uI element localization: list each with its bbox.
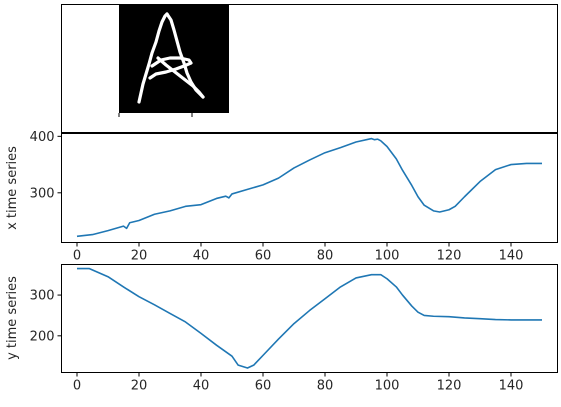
xtick-label: 100 [375, 249, 400, 264]
ytick-label: 300 [30, 289, 55, 304]
xtick-label: 80 [317, 249, 334, 264]
xtick-label: 100 [375, 379, 400, 394]
xtick-label: 120 [437, 379, 462, 394]
letter-stroke-left [137, 12, 169, 104]
x-series-line [76, 137, 542, 238]
xtick-label: 40 [193, 379, 210, 394]
letter-stroke-diagonal [156, 56, 205, 99]
x-panel-yticks: 300 400 [30, 130, 62, 201]
xtick-label: 60 [255, 379, 272, 394]
xtick-label: 80 [317, 379, 334, 394]
xtick-label: 140 [499, 379, 524, 394]
y-panel-ylabel: y time series [5, 276, 20, 360]
xtick-label: 20 [131, 379, 148, 394]
ytick-label: 200 [30, 329, 55, 344]
xtick-label: 120 [437, 249, 462, 264]
xtick-label: 20 [131, 249, 148, 264]
xtick-label: 0 [73, 379, 81, 394]
ytick-label: 300 [30, 186, 55, 201]
xtick-label: 0 [73, 249, 81, 264]
xtick-label: 140 [499, 249, 524, 264]
x-panel-xticks: 0 20 40 60 80 100 120 140 [73, 242, 524, 264]
xtick-label: 40 [193, 249, 210, 264]
y-panel-xticks: 0 20 40 60 80 100 120 140 [73, 372, 524, 394]
x-series-panel: 0 20 40 60 80 100 120 140 300 400 x time series [5, 130, 558, 264]
letter-image-strokes [137, 12, 205, 104]
ytick-label: 400 [30, 130, 55, 145]
drawing-panel [61, 4, 558, 133]
x-panel-ylabel: x time series [5, 146, 20, 230]
letter-stroke-crossbar [148, 56, 193, 80]
y-panel-yticks: 200 300 [30, 289, 62, 344]
x-panel-frame [61, 133, 558, 243]
y-series-line [77, 267, 542, 369]
y-series-panel: 0 20 40 60 80 100 120 140 200 300 y time series [5, 264, 558, 394]
xtick-label: 60 [255, 249, 272, 264]
